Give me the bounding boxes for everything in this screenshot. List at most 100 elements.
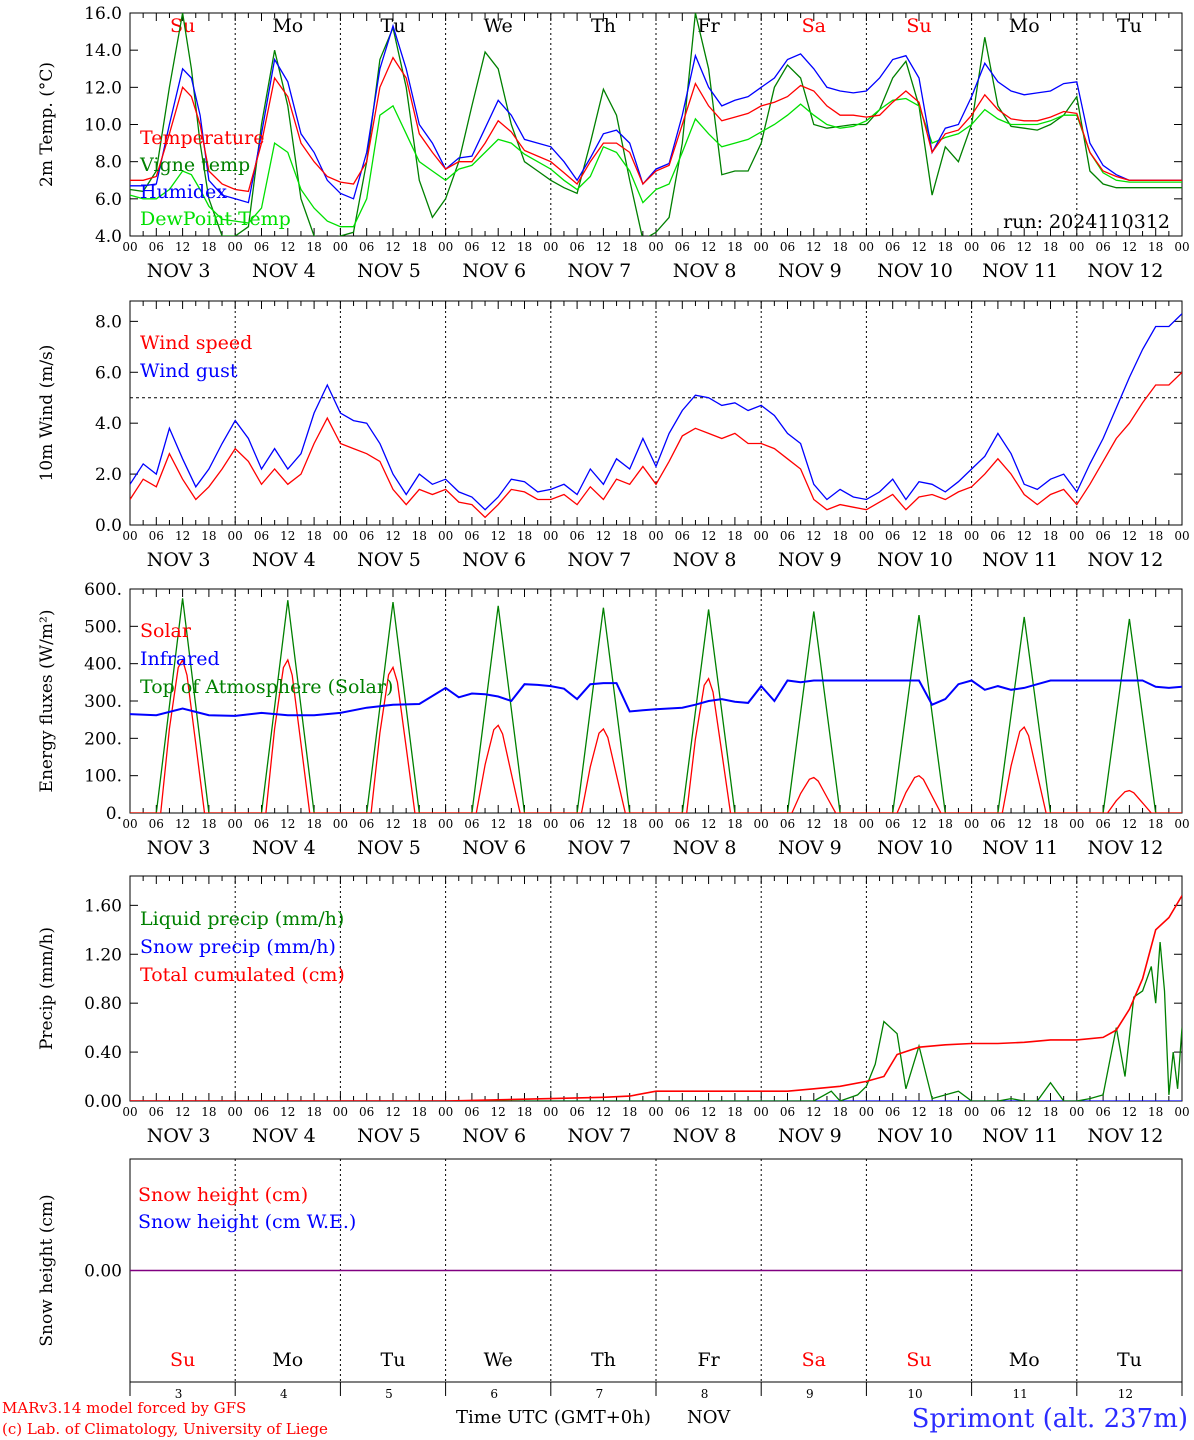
day-number-label: 7 bbox=[596, 1387, 604, 1401]
hour-tick-label: 06 bbox=[675, 1105, 690, 1119]
hour-tick-label: 18 bbox=[832, 529, 847, 543]
hour-tick-label: 00 bbox=[1174, 817, 1189, 831]
hour-tick-label: 12 bbox=[491, 240, 506, 254]
hour-tick-label: 00 bbox=[333, 817, 348, 831]
day-date-label: NOV 10 bbox=[877, 837, 953, 859]
legend-entry: Snow height (cm W.E.) bbox=[138, 1211, 356, 1233]
legend-entry: Vigne temp bbox=[139, 154, 250, 176]
panel-energy-fluxes: Energy fluxes (W/m²) 0. 100. 200. 300. 400. 50… bbox=[37, 580, 1190, 859]
day-date-label: NOV 12 bbox=[1087, 260, 1163, 282]
day-date-label: NOV 5 bbox=[357, 1125, 421, 1147]
day-date-label: NOV 3 bbox=[147, 1125, 211, 1147]
series-line-wind-speed bbox=[130, 371, 1182, 519]
day-date-label: NOV 7 bbox=[568, 837, 632, 859]
hour-tick-label: 18 bbox=[727, 817, 742, 831]
day-of-week-label: Su bbox=[170, 1349, 195, 1371]
y-tick-label: 0.00 bbox=[84, 1092, 122, 1112]
day-number-label: 8 bbox=[701, 1387, 709, 1401]
hour-tick-label: 00 bbox=[122, 240, 137, 254]
hour-tick-label: 06 bbox=[990, 529, 1005, 543]
day-date-label: NOV 10 bbox=[877, 549, 953, 571]
y-tick-label: 0.80 bbox=[84, 994, 122, 1014]
day-of-week-label: Th bbox=[591, 1349, 616, 1371]
y-tick-label: 2.0 bbox=[95, 465, 122, 485]
hour-tick-label: 12 bbox=[701, 817, 716, 831]
day-date-label: NOV 12 bbox=[1087, 837, 1163, 859]
hour-tick-label: 06 bbox=[990, 1105, 1005, 1119]
hour-tick-label: 12 bbox=[175, 817, 190, 831]
credit-line-2: (c) Lab. of Climatology, University of L… bbox=[2, 1420, 328, 1438]
series-line-humidex bbox=[130, 23, 1182, 204]
hour-tick-label: 00 bbox=[964, 240, 979, 254]
day-of-week-label: Tu bbox=[1117, 15, 1142, 37]
hour-tick-label: 12 bbox=[1017, 1105, 1032, 1119]
hour-tick-label: 06 bbox=[569, 817, 584, 831]
hour-tick-label: 12 bbox=[911, 240, 926, 254]
legend-entry: Temperature bbox=[140, 127, 264, 149]
day-date-label: NOV 4 bbox=[252, 549, 316, 571]
y-tick-label: 100. bbox=[84, 767, 122, 787]
day-date-label: NOV 12 bbox=[1087, 549, 1163, 571]
hour-tick-label: 18 bbox=[727, 529, 742, 543]
hour-tick-label: 12 bbox=[491, 1105, 506, 1119]
day-of-week-label: We bbox=[484, 15, 513, 37]
hour-tick-label: 00 bbox=[333, 1105, 348, 1119]
hour-tick-label: 06 bbox=[675, 817, 690, 831]
hour-tick-label: 12 bbox=[1122, 240, 1137, 254]
day-date-label: NOV 11 bbox=[982, 549, 1058, 571]
hour-tick-label: 06 bbox=[254, 817, 269, 831]
hour-tick-label: 18 bbox=[832, 1105, 847, 1119]
day-date-label: NOV 6 bbox=[462, 1125, 526, 1147]
hour-tick-label: 18 bbox=[517, 240, 532, 254]
day-date-label: NOV 7 bbox=[568, 260, 632, 282]
y-tick-label: 6.0 bbox=[95, 363, 122, 383]
hour-tick-label: 12 bbox=[1122, 817, 1137, 831]
hour-tick-label: 00 bbox=[859, 240, 874, 254]
day-of-week-label: Fr bbox=[697, 15, 720, 37]
legend-entry: DewPoint Temp bbox=[140, 208, 291, 230]
hour-tick-label: 06 bbox=[675, 529, 690, 543]
hour-tick-label: 00 bbox=[228, 817, 243, 831]
hour-tick-label: 18 bbox=[412, 529, 427, 543]
day-of-week-label: Tu bbox=[381, 1349, 406, 1371]
day-of-week-label: Mo bbox=[272, 15, 303, 37]
day-number-label: 4 bbox=[280, 1387, 288, 1401]
y-tick-label: 16.0 bbox=[84, 4, 122, 24]
day-date-label: NOV 6 bbox=[462, 260, 526, 282]
y-tick-label: 8.0 bbox=[95, 312, 122, 332]
day-of-week-label: We bbox=[484, 1349, 513, 1371]
hour-tick-label: 12 bbox=[491, 529, 506, 543]
y-tick-label: 0.0 bbox=[95, 516, 122, 536]
hour-tick-label: 18 bbox=[201, 1105, 216, 1119]
hour-tick-label: 06 bbox=[149, 240, 164, 254]
hour-tick-label: 00 bbox=[122, 817, 137, 831]
credit-line-1: MARv3.14 model forced by GFS bbox=[2, 1399, 246, 1417]
legend-entry: Wind speed bbox=[140, 332, 252, 354]
panel-snow-height: Snow height (cm) 0.00 Snow height (cm) Snow… bbox=[37, 1158, 1183, 1401]
hour-tick-label: 18 bbox=[517, 817, 532, 831]
y-axis-label: Energy fluxes (W/m²) bbox=[37, 610, 57, 793]
hour-tick-label: 12 bbox=[280, 1105, 295, 1119]
y-tick-label: 1.60 bbox=[84, 896, 122, 916]
hour-tick-label: 06 bbox=[464, 529, 479, 543]
hour-tick-label: 18 bbox=[1148, 529, 1163, 543]
day-of-week-label: Tu bbox=[1117, 1349, 1142, 1371]
hour-tick-label: 12 bbox=[1017, 240, 1032, 254]
y-tick-label: 500. bbox=[84, 617, 122, 637]
hour-tick-label: 18 bbox=[832, 240, 847, 254]
day-of-week-label: Fr bbox=[697, 1349, 720, 1371]
hour-tick-label: 12 bbox=[911, 817, 926, 831]
hour-tick-label: 18 bbox=[306, 529, 321, 543]
hour-tick-label: 12 bbox=[806, 1105, 821, 1119]
hour-tick-label: 06 bbox=[254, 1105, 269, 1119]
day-of-week-label: Sa bbox=[802, 1349, 826, 1371]
hour-tick-label: 12 bbox=[701, 240, 716, 254]
y-tick-label: 6.0 bbox=[95, 190, 122, 210]
footer: MARv3.14 model forced by GFS (c) Lab. of… bbox=[2, 1399, 1188, 1438]
y-tick-label: 400. bbox=[84, 655, 122, 675]
hour-tick-label: 00 bbox=[228, 1105, 243, 1119]
hour-tick-label: 06 bbox=[464, 240, 479, 254]
day-date-label: NOV 4 bbox=[252, 1125, 316, 1147]
day-date-label: NOV 6 bbox=[462, 549, 526, 571]
hour-tick-label: 06 bbox=[359, 1105, 374, 1119]
